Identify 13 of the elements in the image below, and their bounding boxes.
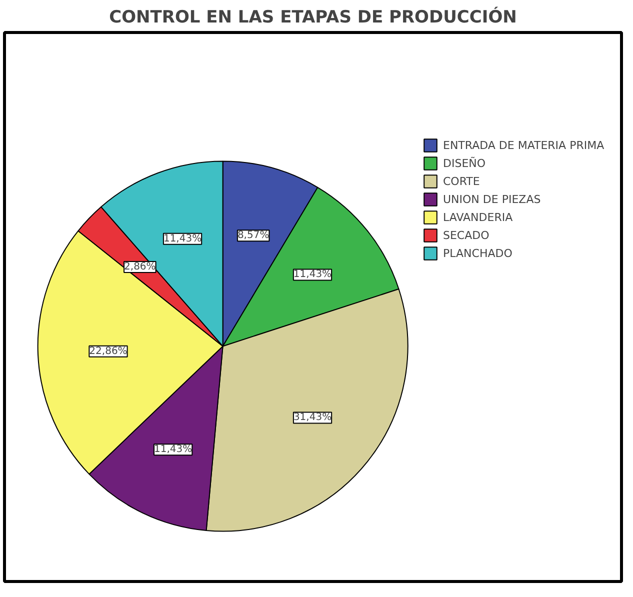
legend-label: ENTRADA DE MATERIA PRIMA [443,138,604,152]
legend-label: UNION DE PIEZAS [443,192,541,206]
legend-label: LAVANDERIA [443,210,513,224]
data-label: 22,86% [89,346,128,357]
chart-title: CONTROL EN LAS ETAPAS DE PRODUCCIÓN [109,6,517,28]
legend-label: SECADO [443,228,490,242]
data-label: 31,43% [293,412,332,424]
legend-label: CORTE [443,174,480,188]
legend-label: PLANCHADO [443,246,512,260]
data-label: 11,43% [293,269,332,280]
data-label: 11,43% [163,233,202,244]
legend-label: DISEÑO [443,156,486,170]
data-label: 11,43% [154,444,192,456]
